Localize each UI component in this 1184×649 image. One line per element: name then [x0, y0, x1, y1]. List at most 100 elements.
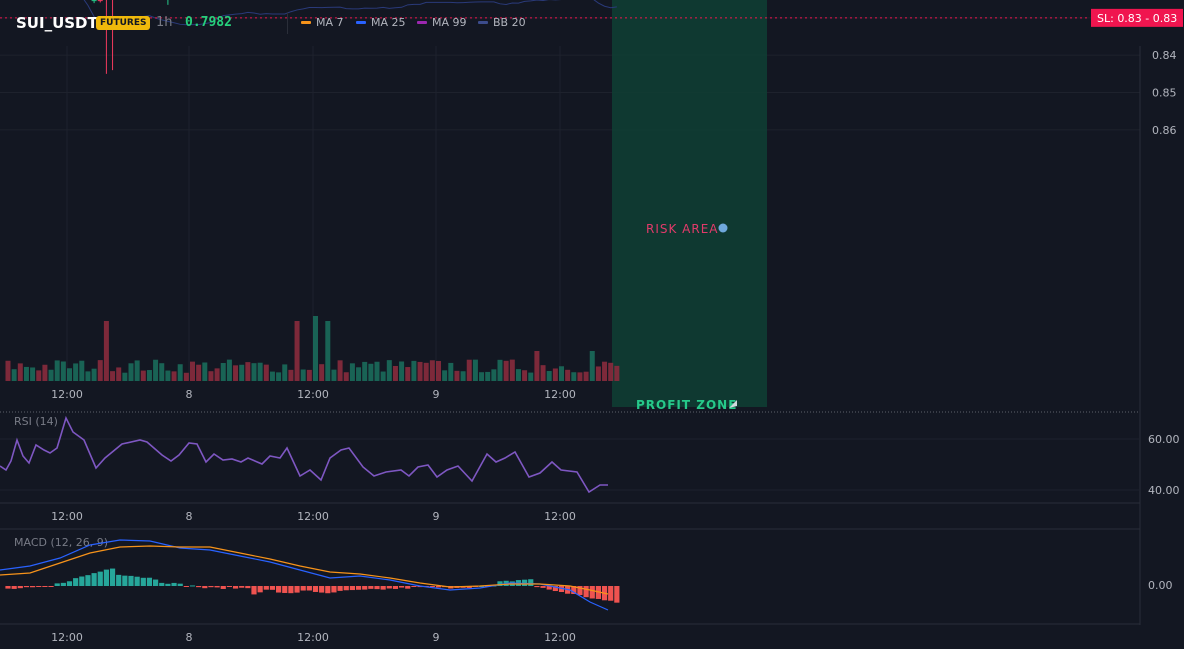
volume-bar — [202, 362, 208, 381]
macd-bar — [269, 586, 276, 590]
volume-bar — [91, 368, 97, 381]
macd-bar — [331, 586, 337, 593]
volume-bar — [448, 362, 454, 381]
volume-bar — [103, 321, 109, 381]
macd-bar — [374, 586, 380, 590]
macd-bar — [429, 586, 435, 587]
macd-bar — [534, 586, 540, 588]
volume-bar — [380, 371, 386, 381]
macd-bar — [177, 583, 183, 586]
volume-bar — [17, 363, 23, 381]
volume-bar — [571, 372, 577, 381]
macd-bar — [540, 586, 546, 588]
volume-bar — [140, 370, 146, 381]
macd-bar — [614, 586, 620, 603]
time-label: 8 — [186, 388, 193, 401]
macd-bar — [245, 586, 251, 589]
macd-bar — [109, 568, 116, 586]
risk-zone-label: RISK AREA — [646, 222, 719, 236]
macd-bar — [608, 586, 614, 601]
volume-bar — [331, 369, 337, 381]
legend-ma7[interactable]: MA 7 — [301, 16, 344, 29]
volume-bar — [417, 361, 423, 381]
volume-bar — [466, 359, 472, 381]
macd-bar — [306, 586, 312, 591]
macd-bar — [79, 576, 85, 586]
macd-bar — [189, 585, 196, 587]
volume-bar — [362, 361, 368, 381]
macd-signal-line — [0, 545, 609, 595]
timeframe-label[interactable]: 1h — [156, 15, 173, 30]
time-label: 12:00 — [51, 388, 83, 401]
volume-bar — [528, 372, 534, 381]
macd-bar — [571, 586, 577, 594]
symbol-title[interactable]: SUI_USDT — [16, 14, 98, 32]
volume-bar — [134, 360, 140, 381]
macd-bar — [257, 586, 263, 593]
volume-bar — [54, 360, 60, 381]
time-label: 12:00 — [544, 388, 576, 401]
legend-ma7-label: MA 7 — [316, 16, 344, 29]
volume-bar — [411, 360, 417, 381]
volume-bar — [263, 364, 269, 381]
rocket-icon — [729, 400, 737, 408]
macd-tick: 0.00 — [1148, 579, 1173, 592]
macd-bar — [583, 586, 589, 598]
volume-bar — [534, 351, 540, 381]
chart-header: SUI_USDT FUTURES 1h 0.7982 MA 7 MA 25 MA… — [0, 0, 1184, 46]
volume-bar — [497, 359, 503, 381]
volume-bar — [288, 369, 294, 381]
rsi-line — [0, 415, 608, 494]
volume-bar — [159, 363, 165, 381]
macd-time-label: 9 — [433, 631, 440, 644]
volume-bar — [30, 367, 36, 381]
rsi-time-label: 9 — [433, 510, 440, 523]
macd-time-label: 12:00 — [51, 631, 83, 644]
volume-bar — [233, 365, 239, 381]
macd-bar — [171, 582, 177, 586]
macd-bar — [276, 586, 282, 593]
macd-bar — [97, 571, 103, 586]
sl-tag: SL: 0.83 - 0.83 — [1097, 12, 1177, 25]
volume-bar — [325, 321, 331, 381]
volume-bar — [565, 369, 571, 381]
volume-bar — [405, 367, 411, 381]
macd-bar — [239, 586, 245, 588]
legend-ma25[interactable]: MA 25 — [356, 16, 406, 29]
price-tick: 0.86 — [1152, 124, 1177, 137]
volume-bar — [472, 359, 478, 381]
volume-bar — [337, 360, 343, 381]
rsi-time-label: 12:00 — [297, 510, 329, 523]
macd-bar — [85, 575, 91, 586]
volume-bar — [577, 372, 583, 381]
legend-ma99[interactable]: MA 99 — [417, 16, 467, 29]
macd-bar — [362, 586, 368, 590]
volume-bar — [614, 365, 620, 381]
volume-bar — [165, 370, 171, 381]
volume-bar — [319, 364, 325, 381]
macd-bar — [288, 586, 294, 594]
volume-bar — [269, 371, 275, 381]
volume-bar — [509, 359, 515, 381]
volume-bar — [399, 361, 405, 381]
macd-bar — [300, 586, 306, 591]
volume-bar — [454, 370, 460, 381]
volume-bar — [226, 359, 232, 381]
volume-bar — [392, 365, 398, 381]
macd-bar — [122, 575, 128, 586]
volume-bar — [540, 365, 546, 381]
macd-bar — [355, 586, 362, 590]
volume-bar — [36, 370, 42, 381]
legend-bb20[interactable]: BB 20 — [478, 16, 526, 29]
volume-bar — [503, 360, 509, 381]
macd-bar — [220, 586, 226, 589]
last-price: 0.7982 — [185, 15, 232, 30]
rsi-label: RSI (14) — [14, 415, 58, 428]
macd-bar — [577, 586, 583, 596]
macd-bar — [325, 586, 331, 594]
macd-bar — [528, 579, 534, 586]
macd-bar — [17, 586, 23, 589]
macd-bar — [30, 586, 36, 588]
volume-bar — [5, 360, 11, 381]
